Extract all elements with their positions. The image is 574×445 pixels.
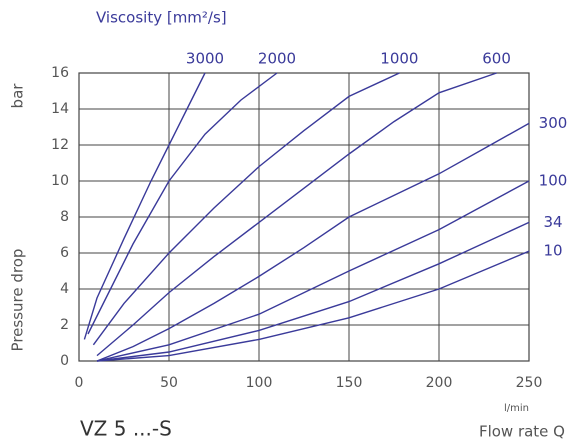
curve: [96, 122, 530, 362]
y-tick-label: 2: [60, 317, 69, 333]
curve: [96, 221, 530, 362]
x-tick-label: 150: [336, 375, 363, 391]
series-label: 3000: [186, 50, 224, 68]
series-label: 2000: [258, 50, 296, 68]
x-tick-label: 200: [426, 375, 453, 391]
y-tick-label: 6: [60, 245, 69, 261]
y-tick-label: 8: [60, 209, 69, 225]
y-unit: bar: [9, 83, 27, 109]
curve: [96, 72, 497, 357]
x-unit: l/min: [504, 403, 529, 414]
plot-frame: [78, 72, 530, 362]
curve: [92, 72, 400, 346]
curve: [96, 250, 530, 362]
series-label: 10: [543, 242, 562, 260]
series-label: 300: [539, 114, 568, 132]
series-label: 600: [482, 50, 511, 68]
x-axis-label: Flow rate Q: [479, 423, 565, 441]
curve: [96, 180, 530, 362]
x-tick-label: 100: [246, 375, 273, 391]
series-label: 100: [539, 172, 568, 190]
y-tick-label: 0: [60, 353, 69, 369]
y-tick-label: 12: [51, 137, 69, 153]
x-tick-label: 250: [516, 375, 543, 391]
x-tick-label: 50: [160, 375, 178, 391]
x-tick-label: 0: [75, 375, 84, 391]
y-axis-label: Pressure drop: [9, 249, 27, 352]
curve: [83, 72, 206, 340]
curve: [87, 72, 278, 335]
y-tick-label: 4: [60, 281, 69, 297]
caption: VZ 5 ...-S: [80, 417, 172, 441]
y-tick-label: 14: [51, 101, 69, 117]
y-tick-label: 16: [51, 65, 69, 81]
y-tick-label: 10: [51, 173, 69, 189]
series-label: 34: [543, 213, 562, 231]
chart-title: Viscosity [mm²/s]: [96, 9, 227, 27]
series-label: 1000: [380, 50, 418, 68]
